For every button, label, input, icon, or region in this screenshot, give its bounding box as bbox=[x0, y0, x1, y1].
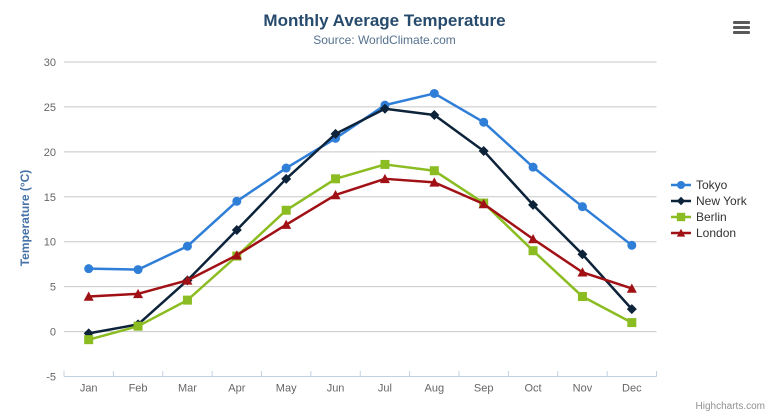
data-point-marker[interactable] bbox=[478, 145, 489, 156]
y-axis-label: 0 bbox=[50, 327, 56, 339]
series-tokyo[interactable] bbox=[84, 88, 637, 275]
legend-item-tokyo[interactable]: Tokyo bbox=[671, 177, 747, 193]
data-point-marker[interactable] bbox=[330, 128, 341, 139]
data-point-marker[interactable] bbox=[379, 173, 390, 184]
series-line-new-york[interactable] bbox=[87, 107, 634, 335]
x-axis-label: Aug bbox=[425, 383, 445, 395]
x-axis-label: May bbox=[276, 383, 297, 395]
legend-item-new-york[interactable]: New York bbox=[671, 193, 747, 209]
y-axis-label: 10 bbox=[44, 237, 56, 249]
legend-symbol-marker bbox=[677, 181, 685, 189]
x-axis-label: Nov bbox=[573, 383, 593, 395]
data-point-marker[interactable] bbox=[331, 174, 341, 184]
legend-label: New York bbox=[696, 194, 747, 208]
hamburger-icon bbox=[733, 21, 750, 24]
legend-symbol-marker bbox=[676, 196, 686, 206]
x-axis-label: Sep bbox=[474, 383, 494, 395]
y-axis-label: 25 bbox=[44, 102, 56, 114]
data-point-marker[interactable] bbox=[231, 225, 242, 236]
data-point-marker[interactable] bbox=[478, 198, 489, 209]
legend-item-berlin[interactable]: Berlin bbox=[671, 209, 747, 225]
data-point-marker[interactable] bbox=[83, 291, 94, 301]
context-menu-button[interactable] bbox=[733, 21, 750, 34]
data-point-marker[interactable] bbox=[429, 166, 439, 176]
legend: Tokyo New York Berlin London bbox=[671, 177, 747, 241]
chart-subtitle: Source: WorldClimate.com bbox=[313, 33, 456, 47]
hamburger-icon bbox=[733, 31, 750, 34]
legend-label: London bbox=[696, 226, 737, 240]
data-point-marker[interactable] bbox=[281, 173, 292, 184]
data-point-marker[interactable] bbox=[232, 196, 242, 206]
x-axis-label: Apr bbox=[228, 383, 245, 395]
data-point-marker[interactable] bbox=[627, 318, 637, 328]
series-london[interactable] bbox=[83, 173, 637, 301]
x-axis-label: Dec bbox=[622, 383, 642, 395]
data-point-marker[interactable] bbox=[626, 304, 637, 315]
series-line-berlin[interactable] bbox=[87, 163, 634, 341]
data-point-marker[interactable] bbox=[84, 264, 94, 274]
data-point-marker[interactable] bbox=[528, 162, 538, 172]
legend-diamond-icon bbox=[671, 196, 691, 206]
data-point-marker[interactable] bbox=[231, 250, 242, 260]
series-line-london[interactable] bbox=[87, 177, 634, 298]
data-point-marker[interactable] bbox=[281, 205, 291, 215]
credits-link[interactable]: Highcharts.com bbox=[695, 401, 765, 412]
data-point-marker[interactable] bbox=[133, 288, 144, 299]
chart-title: Monthly Average Temperature bbox=[263, 11, 506, 30]
y-axis-label: 30 bbox=[44, 57, 56, 69]
legend-label: Berlin bbox=[696, 210, 727, 224]
x-axis-label: Feb bbox=[129, 383, 148, 395]
y-axis-label: -5 bbox=[46, 372, 56, 384]
x-axis-label: Jan bbox=[80, 383, 98, 395]
data-point-marker[interactable] bbox=[182, 295, 192, 305]
series-new-york[interactable] bbox=[83, 103, 637, 339]
x-axis-label: Oct bbox=[525, 383, 542, 395]
data-point-marker[interactable] bbox=[133, 265, 143, 275]
data-point-marker[interactable] bbox=[330, 189, 341, 200]
data-point-marker[interactable] bbox=[380, 159, 390, 169]
data-point-marker[interactable] bbox=[528, 246, 538, 256]
hamburger-icon bbox=[733, 26, 750, 29]
x-axis-label: Jun bbox=[327, 383, 345, 395]
legend-square-icon bbox=[671, 212, 691, 222]
legend-triangle-icon bbox=[671, 228, 691, 237]
data-point-marker[interactable] bbox=[577, 202, 587, 212]
legend-circle-icon bbox=[671, 181, 691, 189]
x-axis-label: Mar bbox=[178, 383, 197, 395]
data-point-marker[interactable] bbox=[429, 110, 440, 121]
data-point-marker[interactable] bbox=[182, 275, 193, 285]
data-point-marker[interactable] bbox=[182, 241, 192, 251]
data-point-marker[interactable] bbox=[577, 249, 588, 260]
data-point-marker[interactable] bbox=[429, 88, 439, 98]
series-line-tokyo[interactable] bbox=[87, 92, 634, 271]
data-point-marker[interactable] bbox=[84, 335, 94, 345]
data-point-marker[interactable] bbox=[429, 177, 440, 187]
legend-label: Tokyo bbox=[696, 178, 728, 192]
y-axis-label: 5 bbox=[50, 282, 56, 294]
data-point-marker[interactable] bbox=[626, 283, 637, 293]
data-point-marker[interactable] bbox=[528, 199, 539, 210]
legend-symbol-marker bbox=[676, 212, 686, 222]
y-axis-label: 15 bbox=[44, 192, 56, 204]
legend-item-london[interactable]: London bbox=[671, 225, 747, 241]
data-point-marker[interactable] bbox=[577, 292, 587, 302]
data-point-marker[interactable] bbox=[577, 267, 588, 277]
data-point-marker[interactable] bbox=[379, 103, 390, 114]
data-point-marker[interactable] bbox=[281, 163, 291, 173]
y-axis-title: Temperature (°C) bbox=[18, 169, 32, 267]
data-point-marker[interactable] bbox=[627, 240, 637, 250]
data-point-marker[interactable] bbox=[281, 219, 292, 229]
legend-symbol-marker bbox=[676, 228, 686, 237]
x-axis-label: Jul bbox=[378, 383, 392, 395]
data-point-marker[interactable] bbox=[479, 117, 489, 127]
data-point-marker[interactable] bbox=[528, 234, 539, 244]
data-point-marker[interactable] bbox=[133, 321, 143, 331]
y-axis-label: 20 bbox=[44, 147, 56, 159]
